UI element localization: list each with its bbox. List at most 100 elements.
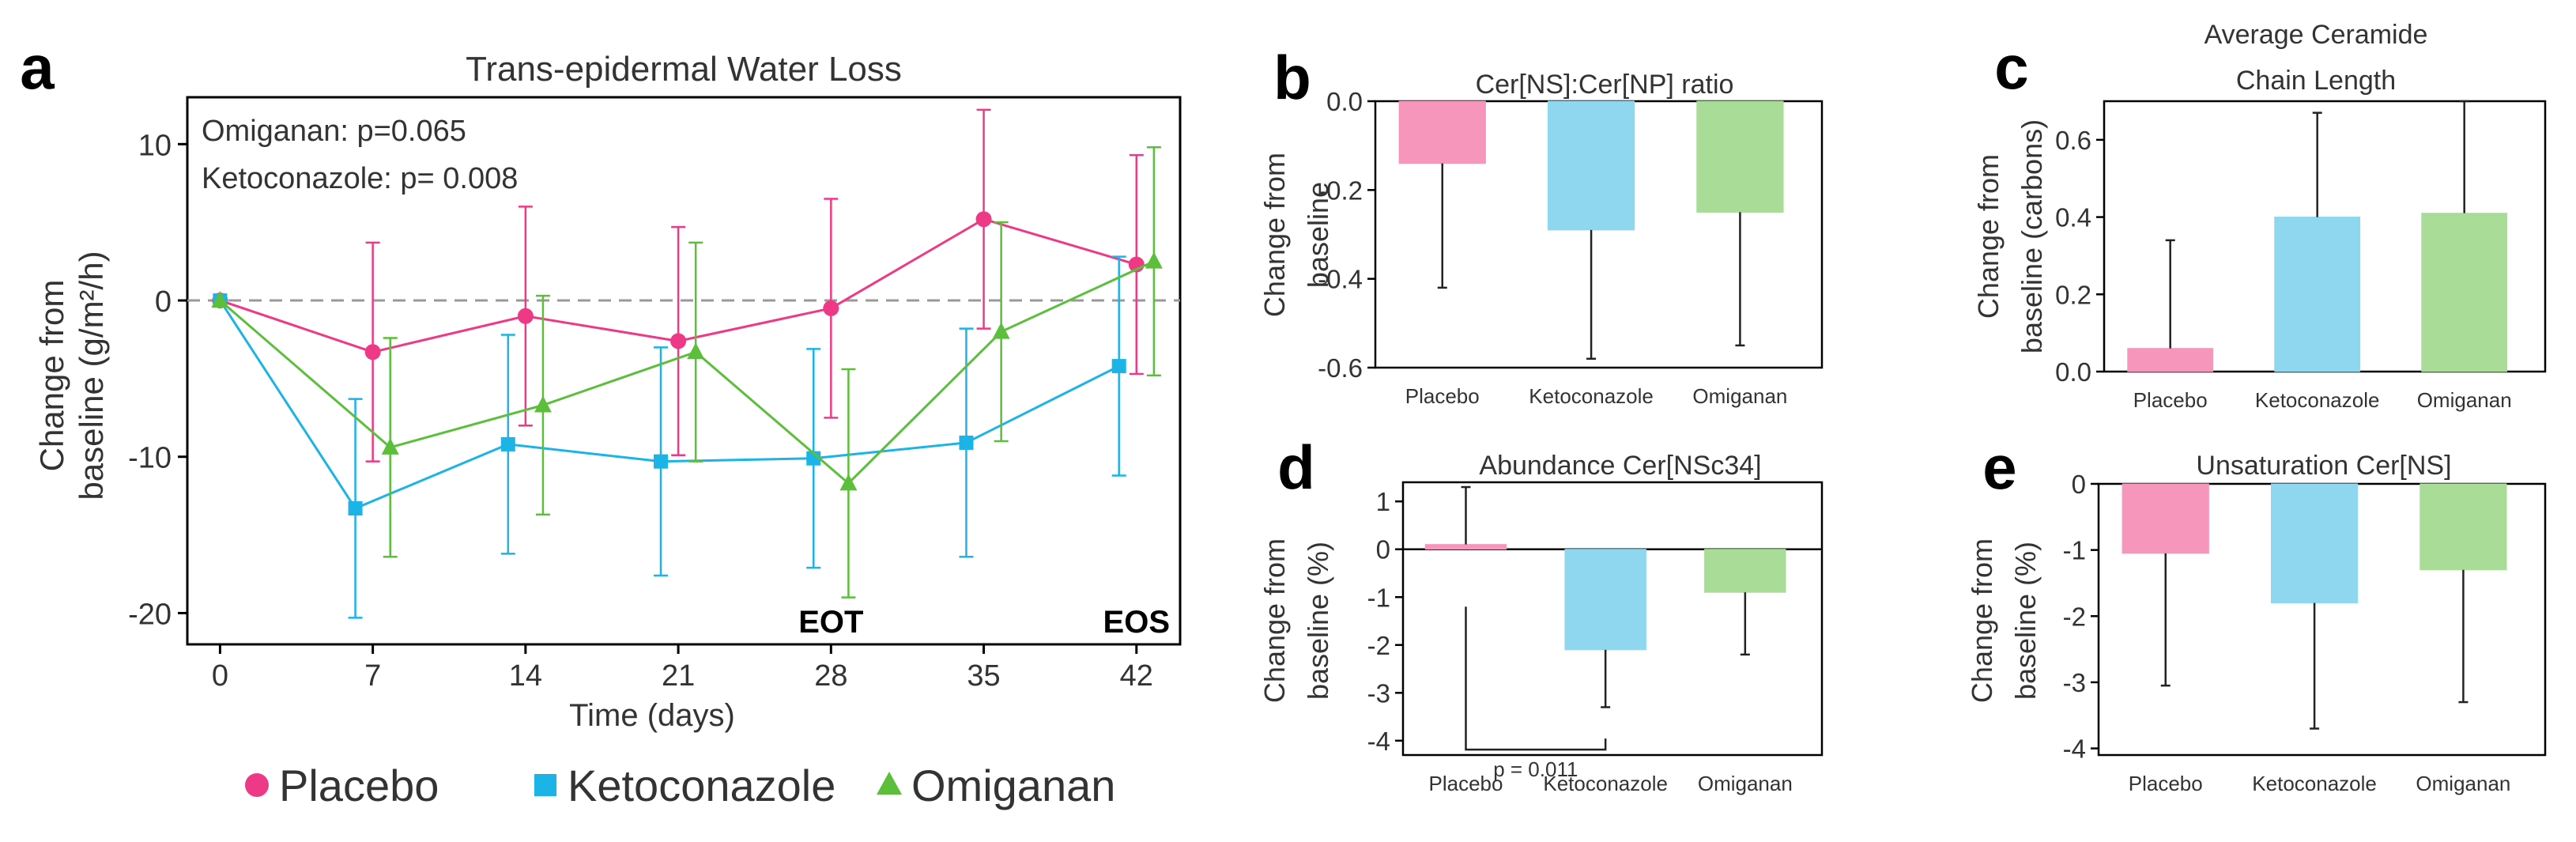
y-tick-label-a: 0 — [155, 285, 172, 319]
bar-ketoconazole — [1564, 549, 1646, 651]
panel-label-e: e — [1982, 432, 2016, 502]
significance-bracket — [1465, 606, 1607, 751]
y-axis-label-e-line1: Change from — [1966, 538, 1998, 703]
y-tick-label-d: -3 — [1367, 678, 1390, 708]
annotation-ketoconazole-p: Ketoconazole: p= 0.008 — [202, 162, 518, 195]
bar-placebo — [2127, 348, 2214, 372]
data-point-placebo — [975, 211, 992, 228]
x-category-label-placebo: Placebo — [1405, 384, 1480, 408]
y-tick-label-a: -10 — [128, 442, 172, 475]
x-category-label-omiganan: Omiganan — [2417, 388, 2512, 412]
data-point-ketoconazole — [654, 454, 669, 469]
x-tick-label-a: 21 — [662, 659, 695, 693]
legend-label-omiganan: Omiganan — [911, 761, 1115, 810]
plot-frame-a — [186, 96, 1182, 646]
panel-a-tewl-line-chart: a Trans-epidermal Water Loss 10 0 -10 -20 0 7 14… — [20, 32, 1182, 733]
x-category-label-ketoconazole: Ketoconazole — [2255, 388, 2380, 412]
data-point-placebo — [823, 300, 839, 316]
y-tick-label-b: -0.6 — [1318, 353, 1363, 383]
x-category-label-placebo: Placebo — [1429, 772, 1503, 795]
x-category-label-omiganan: Omiganan — [2416, 772, 2510, 795]
x-category-label-omiganan: Omiganan — [1698, 772, 1793, 795]
panel-label-d: d — [1277, 432, 1315, 502]
chart-title-b: Cer[NS]:Cer[NP] ratio — [1476, 70, 1734, 100]
x-tick-label-a: 14 — [509, 659, 542, 693]
y-tick-label-d: 0 — [1376, 535, 1390, 564]
bar-omiganan — [2419, 483, 2507, 571]
panel-c-chain-length-bar-chart: c Average Ceramide Chain Length Change from… — [1972, 20, 2547, 412]
chart-title-a: Trans-epidermal Water Loss — [466, 50, 902, 89]
y-tick-label-b: -0.4 — [1318, 265, 1363, 294]
y-axis-label-b-line1: Change from — [1258, 153, 1291, 317]
y-tick-label-d: -4 — [1367, 727, 1390, 756]
legend-marker-omiganan — [877, 772, 902, 795]
panel-label-a: a — [20, 32, 55, 102]
y-tick-label-d: 1 — [1376, 487, 1390, 516]
y-tick-label-e: -1 — [2063, 536, 2086, 565]
chart-title-e: Unsaturation Cer[NS] — [2196, 451, 2451, 481]
x-category-label-placebo: Placebo — [2129, 772, 2203, 795]
x-category-label-placebo: Placebo — [2133, 388, 2208, 412]
y-axis-label-a-line1: Change from — [33, 280, 70, 472]
y-tick-label-a: 10 — [138, 129, 172, 162]
x-category-label-ketoconazole: Ketoconazole — [1543, 772, 1668, 795]
y-tick-label-b: -0.2 — [1318, 176, 1363, 205]
data-point-ketoconazole — [1111, 359, 1126, 374]
y-tick-label-e: -4 — [2063, 734, 2086, 764]
significance-p-value: p = 0.011 — [1493, 757, 1578, 781]
data-point-ketoconazole — [959, 435, 974, 450]
bar-omiganan — [1704, 549, 1786, 593]
data-point-ketoconazole — [806, 451, 821, 466]
data-point-ketoconazole — [500, 436, 515, 451]
x-tick-label-a: 7 — [364, 659, 381, 693]
bar-placebo — [1398, 100, 1486, 164]
y-tick-label-e: -2 — [2063, 602, 2086, 631]
data-point-ketoconazole — [348, 500, 363, 515]
y-axis-label-e-line2: baseline (%) — [2009, 542, 2042, 700]
y-tick-label-d: -1 — [1367, 583, 1390, 612]
timepoint-marker-eot: EOT — [798, 605, 863, 640]
y-axis-label-a-line2: baseline (g/m²/h) — [73, 251, 110, 500]
bar-ketoconazole — [1547, 100, 1635, 231]
bar-ketoconazole — [2274, 217, 2361, 372]
chart-title-c-line2: Chain Length — [2236, 66, 2396, 96]
x-tick-label-a: 0 — [212, 659, 228, 693]
data-point-placebo — [670, 333, 687, 349]
data-point-omiganan — [211, 291, 229, 308]
bar-omiganan — [1696, 100, 1784, 213]
y-tick-label-c: 0.4 — [2055, 203, 2091, 232]
data-point-placebo — [517, 308, 534, 324]
data-point-placebo — [364, 344, 381, 361]
y-axis-label-d-line2: baseline (%) — [1302, 542, 1334, 700]
legend-label-placebo: Placebo — [279, 761, 439, 810]
panel-e-unsaturation-bar-chart: e Unsaturation Cer[NS] Change from baseline… — [1966, 432, 2547, 795]
panel-label-c: c — [1994, 32, 2028, 102]
legend-marker-placebo — [245, 773, 269, 797]
plot-frame-d — [1401, 481, 1824, 757]
y-tick-label-c: 0.0 — [2055, 357, 2091, 387]
x-category-label-ketoconazole: Ketoconazole — [1529, 384, 1654, 408]
y-axis-label-b-line2: baseline — [1302, 182, 1334, 288]
bar-placebo — [1424, 544, 1507, 550]
y-tick-label-a: -20 — [128, 598, 172, 631]
data-point-omiganan — [381, 437, 399, 455]
panel-label-b: b — [1273, 43, 1311, 112]
bar-omiganan — [2421, 213, 2508, 372]
y-axis-label-c-line2: baseline (carbons) — [2016, 119, 2048, 353]
annotation-omiganan-p: Omiganan: p=0.065 — [202, 115, 466, 148]
bar-ketoconazole — [2270, 483, 2359, 604]
y-axis-label-c-line1: Change from — [1972, 154, 2005, 319]
data-point-omiganan — [839, 474, 858, 491]
y-tick-label-d: -2 — [1367, 631, 1390, 660]
data-point-omiganan — [687, 342, 705, 360]
series-line-omiganan — [219, 260, 1155, 485]
y-tick-label-c: 0.6 — [2055, 126, 2091, 155]
x-category-label-omiganan: Omiganan — [1692, 384, 1787, 408]
data-point-omiganan — [534, 395, 552, 413]
legend: Placebo Ketoconazole Omiganan — [245, 761, 1115, 810]
x-tick-label-a: 42 — [1120, 659, 1153, 693]
bar-placebo — [2122, 483, 2209, 554]
y-tick-label-b: 0.0 — [1326, 87, 1363, 116]
chart-title-d: Abundance Cer[NSc34] — [1479, 451, 1761, 481]
